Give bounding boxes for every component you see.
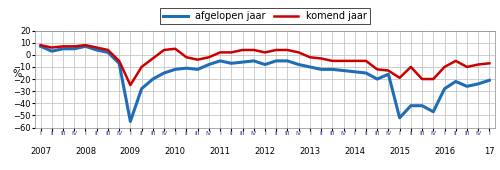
- afgelopen jaar: [150, 78, 156, 80]
- afgelopen jaar: [228, 62, 234, 64]
- afgelopen jaar: [262, 63, 268, 65]
- afgelopen jaar: [251, 60, 257, 62]
- afgelopen jaar: [194, 68, 200, 70]
- afgelopen jaar: [217, 60, 223, 62]
- afgelopen jaar: [475, 83, 481, 85]
- Text: 2016: 2016: [434, 147, 455, 156]
- afgelopen jaar: [284, 60, 290, 62]
- komend jaar: [194, 59, 200, 61]
- afgelopen jaar: [452, 80, 458, 82]
- afgelopen jaar: [318, 68, 324, 70]
- komend jaar: [352, 60, 358, 62]
- komend jaar: [408, 66, 414, 68]
- afgelopen jaar: [442, 88, 448, 90]
- komend jaar: [49, 47, 55, 49]
- Text: 2013: 2013: [300, 147, 320, 156]
- komend jaar: [105, 49, 111, 51]
- komend jaar: [38, 44, 44, 46]
- afgelopen jaar: [273, 60, 279, 62]
- Text: 2014: 2014: [344, 147, 366, 156]
- afgelopen jaar: [363, 72, 369, 74]
- komend jaar: [60, 45, 66, 47]
- komend jaar: [72, 45, 78, 47]
- Text: 2012: 2012: [254, 147, 276, 156]
- afgelopen jaar: [419, 105, 425, 107]
- komend jaar: [228, 51, 234, 53]
- afgelopen jaar: [430, 111, 436, 113]
- komend jaar: [452, 60, 458, 62]
- komend jaar: [396, 77, 402, 79]
- afgelopen jaar: [408, 105, 414, 107]
- Legend: afgelopen jaar, komend jaar: afgelopen jaar, komend jaar: [160, 8, 370, 24]
- Text: 2008: 2008: [75, 147, 96, 156]
- komend jaar: [442, 66, 448, 68]
- komend jaar: [116, 60, 122, 62]
- Text: 2009: 2009: [120, 147, 141, 156]
- afgelopen jaar: [486, 79, 492, 81]
- komend jaar: [475, 63, 481, 65]
- komend jaar: [184, 56, 190, 58]
- komend jaar: [217, 51, 223, 53]
- komend jaar: [318, 57, 324, 59]
- komend jaar: [172, 48, 178, 50]
- afgelopen jaar: [386, 73, 392, 75]
- afgelopen jaar: [206, 63, 212, 65]
- afgelopen jaar: [38, 45, 44, 47]
- komend jaar: [486, 62, 492, 64]
- afgelopen jaar: [72, 48, 78, 50]
- komend jaar: [273, 49, 279, 51]
- komend jaar: [464, 66, 470, 68]
- komend jaar: [94, 47, 100, 49]
- komend jaar: [138, 66, 144, 68]
- afgelopen jaar: [396, 117, 402, 119]
- komend jaar: [240, 49, 246, 51]
- komend jaar: [161, 49, 167, 51]
- Text: 2007: 2007: [30, 147, 51, 156]
- Line: komend jaar: komend jaar: [40, 45, 490, 85]
- komend jaar: [150, 57, 156, 59]
- komend jaar: [363, 60, 369, 62]
- komend jaar: [284, 49, 290, 51]
- afgelopen jaar: [296, 63, 302, 65]
- afgelopen jaar: [105, 51, 111, 53]
- Text: 2015: 2015: [389, 147, 410, 156]
- komend jaar: [419, 78, 425, 80]
- afgelopen jaar: [60, 48, 66, 50]
- afgelopen jaar: [82, 45, 88, 47]
- afgelopen jaar: [116, 62, 122, 64]
- afgelopen jaar: [172, 68, 178, 70]
- afgelopen jaar: [240, 61, 246, 63]
- komend jaar: [82, 44, 88, 46]
- komend jaar: [374, 68, 380, 70]
- afgelopen jaar: [307, 66, 313, 68]
- afgelopen jaar: [49, 50, 55, 52]
- Text: 17: 17: [484, 147, 494, 156]
- afgelopen jaar: [374, 78, 380, 80]
- komend jaar: [128, 84, 134, 86]
- afgelopen jaar: [161, 72, 167, 74]
- Line: afgelopen jaar: afgelopen jaar: [40, 46, 490, 121]
- komend jaar: [251, 49, 257, 51]
- komend jaar: [340, 60, 346, 62]
- Text: 2011: 2011: [210, 147, 231, 156]
- komend jaar: [296, 51, 302, 53]
- afgelopen jaar: [138, 88, 144, 90]
- afgelopen jaar: [464, 85, 470, 87]
- afgelopen jaar: [184, 67, 190, 69]
- komend jaar: [386, 70, 392, 72]
- komend jaar: [307, 56, 313, 58]
- afgelopen jaar: [94, 49, 100, 51]
- komend jaar: [330, 60, 336, 62]
- komend jaar: [206, 56, 212, 58]
- komend jaar: [262, 51, 268, 53]
- afgelopen jaar: [340, 70, 346, 72]
- komend jaar: [430, 78, 436, 80]
- Y-axis label: %: %: [12, 69, 21, 79]
- afgelopen jaar: [330, 68, 336, 70]
- afgelopen jaar: [352, 71, 358, 73]
- Text: 2010: 2010: [164, 147, 186, 156]
- afgelopen jaar: [128, 120, 134, 122]
